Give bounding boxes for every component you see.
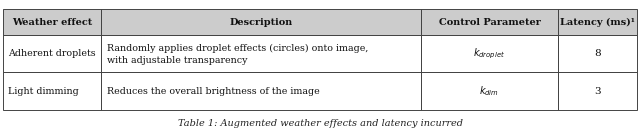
Bar <box>421 9 557 35</box>
Text: Weather effect: Weather effect <box>12 18 92 27</box>
Bar <box>557 9 637 35</box>
Bar <box>101 9 421 35</box>
Text: Randomly applies droplet effects (circles) onto image,: Randomly applies droplet effects (circle… <box>106 44 368 53</box>
Text: with adjustable transparency: with adjustable transparency <box>106 56 247 65</box>
Bar <box>101 35 421 72</box>
Bar <box>421 72 557 110</box>
Bar <box>421 35 557 72</box>
Text: 8: 8 <box>594 49 600 58</box>
Bar <box>3 72 101 110</box>
Text: $k_{dim}$: $k_{dim}$ <box>479 84 499 98</box>
Bar <box>557 9 637 35</box>
Bar <box>101 9 421 35</box>
Bar <box>557 72 637 110</box>
Bar <box>3 9 101 35</box>
Text: Adherent droplets: Adherent droplets <box>8 49 96 58</box>
Bar <box>101 72 421 110</box>
Bar <box>3 35 101 72</box>
Text: Latency (ms)¹: Latency (ms)¹ <box>560 18 635 27</box>
Bar <box>557 35 637 72</box>
Bar <box>557 72 637 110</box>
Text: $k_{droplet}$: $k_{droplet}$ <box>474 46 506 61</box>
Bar <box>421 9 557 35</box>
Text: Table 1: Augmented weather effects and latency incurred: Table 1: Augmented weather effects and l… <box>177 119 463 128</box>
Bar <box>101 72 421 110</box>
Bar <box>101 35 421 72</box>
Bar <box>3 72 101 110</box>
Bar <box>3 35 101 72</box>
Text: Reduces the overall brightness of the image: Reduces the overall brightness of the im… <box>106 87 319 95</box>
Text: Light dimming: Light dimming <box>8 87 79 95</box>
Text: Description: Description <box>230 18 293 27</box>
Text: Control Parameter: Control Parameter <box>438 18 540 27</box>
Bar <box>557 35 637 72</box>
Bar <box>3 9 101 35</box>
Bar <box>421 72 557 110</box>
Bar <box>421 35 557 72</box>
Text: 3: 3 <box>594 87 600 95</box>
